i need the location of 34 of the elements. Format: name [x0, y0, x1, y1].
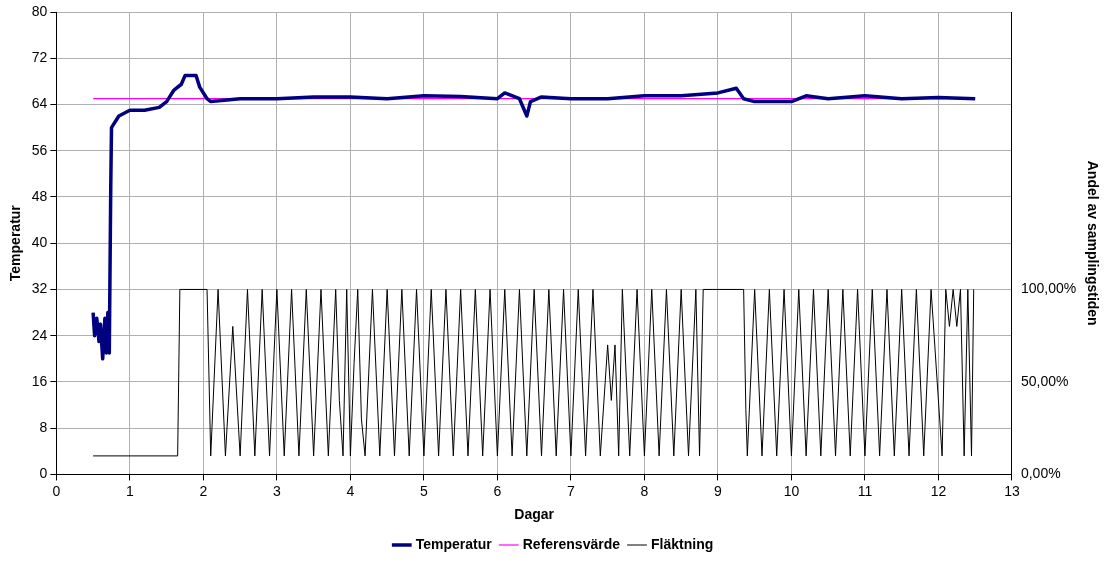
y-tick-label: 8 — [39, 419, 48, 436]
x-tick-label: 1 — [125, 482, 134, 499]
y-tick-label: 24 — [31, 326, 48, 343]
x-tick-label: 4 — [346, 482, 355, 499]
x-tick-label: 12 — [930, 482, 947, 499]
x-tick-label: 6 — [493, 482, 502, 499]
y2-axis-title: Andel av samplingstiden — [1084, 160, 1101, 326]
y-tick-label: 16 — [31, 372, 48, 389]
x-tick-label: 8 — [640, 482, 649, 499]
y-tick-label: 32 — [31, 280, 48, 297]
x-tick-label: 10 — [783, 482, 800, 499]
y2-tick-label: 0,00% — [1020, 465, 1061, 482]
y-axis-title: Temperatur — [7, 204, 24, 282]
y-tick-label: 80 — [31, 2, 48, 19]
x-tick-label: 5 — [420, 482, 428, 499]
x-tick-label: 0 — [52, 482, 61, 499]
x-tick-label: 3 — [272, 482, 281, 499]
x-tick-label: 11 — [857, 482, 873, 499]
y2-tick-label: 100,00% — [1020, 280, 1077, 297]
x-tick-label: 9 — [714, 482, 723, 499]
y-tick-label: 48 — [31, 187, 48, 204]
legend-label: Fläktning — [651, 535, 714, 552]
y-tick-label: 64 — [31, 95, 48, 112]
y2-tick-label: 50,00% — [1020, 372, 1069, 389]
x-tick-label: 2 — [199, 482, 208, 499]
y-tick-label: 56 — [31, 141, 48, 158]
legend-label: Referensvärde — [522, 535, 621, 552]
y-tick-label: 40 — [31, 234, 48, 251]
x-axis-title: Dagar — [514, 506, 555, 523]
x-tick-label: 13 — [1004, 482, 1020, 499]
legend-label: Temperatur — [415, 535, 493, 552]
y-tick-label: 72 — [31, 49, 48, 66]
y-tick-label: 0 — [39, 465, 48, 482]
x-tick-label: 7 — [567, 482, 576, 499]
